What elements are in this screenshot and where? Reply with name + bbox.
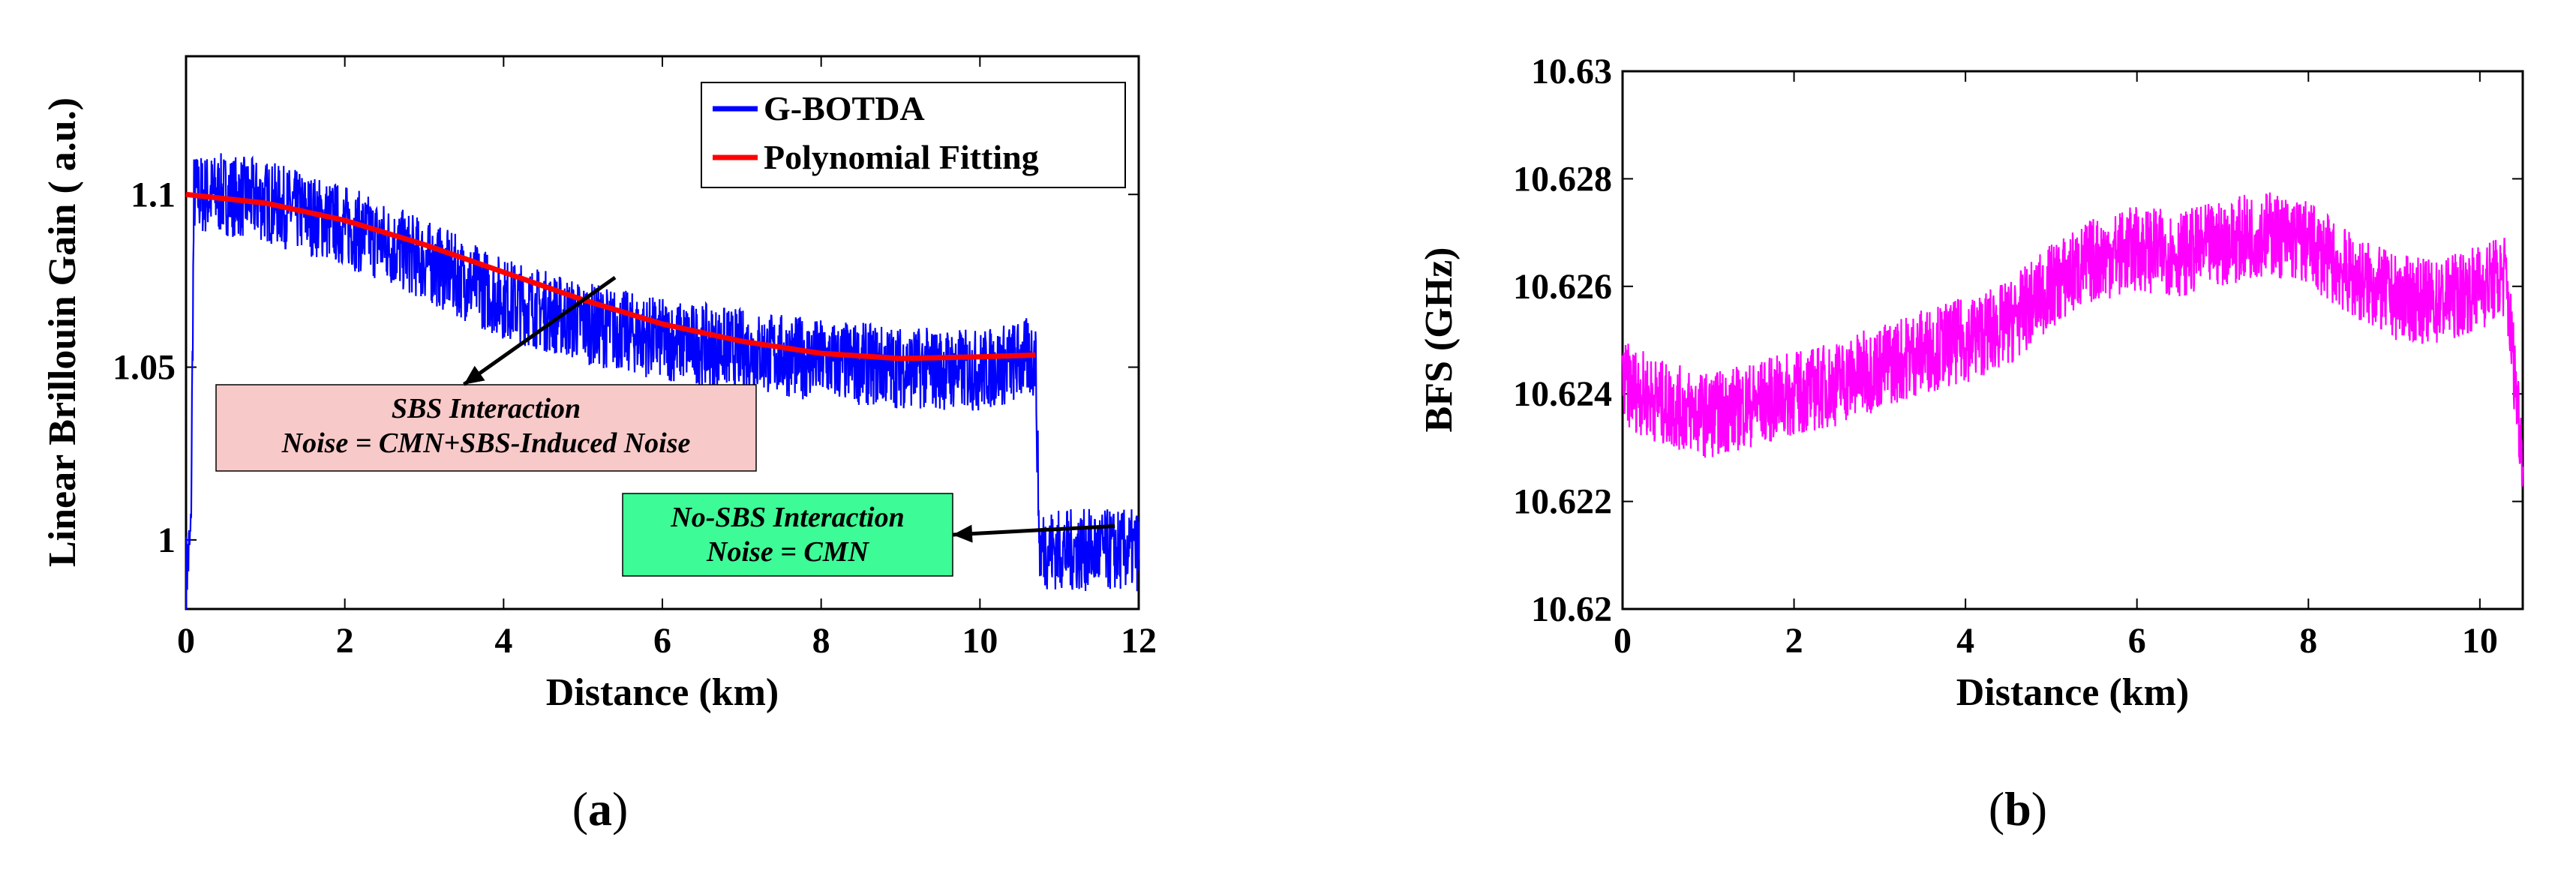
y-tick-label: 10.628: [1513, 159, 1612, 199]
series-line-polynomial-fitting: [185, 191, 1036, 362]
annotation-text: Noise = CMN: [706, 536, 869, 568]
x-tick-label: 8: [812, 621, 830, 661]
chart-b: 0 2 4 6 8 10 10.62 10.622 10.624 10.626 10.628 10.6…: [1418, 52, 2524, 836]
chart-b-xlabel: Distance (km): [1956, 671, 2190, 714]
annotation-text: No-SBS Interaction: [670, 502, 904, 533]
series-line-g-botda: [185, 153, 1140, 610]
series-line-bfs: [1621, 192, 2524, 487]
annotation-box: [622, 493, 953, 577]
y-tick-label: 10.626: [1513, 267, 1612, 307]
panel-label-a: (a): [572, 782, 629, 836]
chart-a-ylabel: Linear Brillouin Gain ( a.u.): [41, 98, 84, 567]
y-tick-label: 10.622: [1513, 482, 1612, 522]
x-tick-label: 10: [962, 621, 998, 661]
y-tick-label: 1.1: [131, 175, 176, 214]
annotation-box: [215, 384, 757, 472]
x-tick-label: 6: [2128, 621, 2146, 661]
annotation-arrow: [952, 524, 1115, 537]
chart-b-frame: [1621, 70, 2524, 610]
x-tick-label: 2: [336, 621, 354, 661]
annotation-text: Noise = CMN+SBS-Induced Noise: [281, 428, 691, 459]
x-tick-label: 4: [494, 621, 512, 661]
chart-a-legend: G-BOTDA Polynomial Fitting: [701, 82, 1126, 188]
legend-label-polynomial-fitting: Polynomial Fitting: [764, 138, 1039, 176]
x-tick-label: 4: [1956, 621, 1974, 661]
annotation-arrowhead: [953, 524, 973, 543]
y-tick-label: 1: [158, 520, 176, 560]
x-tick-label: 2: [1785, 621, 1803, 661]
annotation-arrowhead: [464, 365, 485, 385]
legend-label-g-botda: G-BOTDA: [764, 89, 925, 128]
x-tick-label: 0: [1614, 621, 1632, 661]
chart-a-xlabel: Distance (km): [546, 671, 779, 714]
x-tick-label: 8: [2299, 621, 2317, 661]
x-tick-label: 0: [177, 621, 195, 661]
y-tick-label: 1.05: [113, 348, 176, 388]
legend-box: [701, 82, 1126, 188]
y-tick-label: 10.624: [1513, 374, 1612, 414]
chart-b-ylabel: BFS (GHz): [1418, 248, 1461, 433]
y-tick-label: 10.63: [1531, 52, 1612, 92]
chart-a: 0 2 4 6 8 10 12 1 1.05 1.1 SBS Interaction Noise =…: [41, 55, 1157, 836]
x-tick-label: 12: [1121, 621, 1157, 661]
panel-label-b: (b): [1989, 782, 2047, 836]
x-tick-label: 6: [653, 621, 671, 661]
x-tick-label: 10: [2462, 621, 2498, 661]
y-tick-label: 10.62: [1531, 590, 1612, 629]
annotation-text: SBS Interaction: [392, 393, 581, 424]
annotation-arrow: [462, 275, 617, 386]
